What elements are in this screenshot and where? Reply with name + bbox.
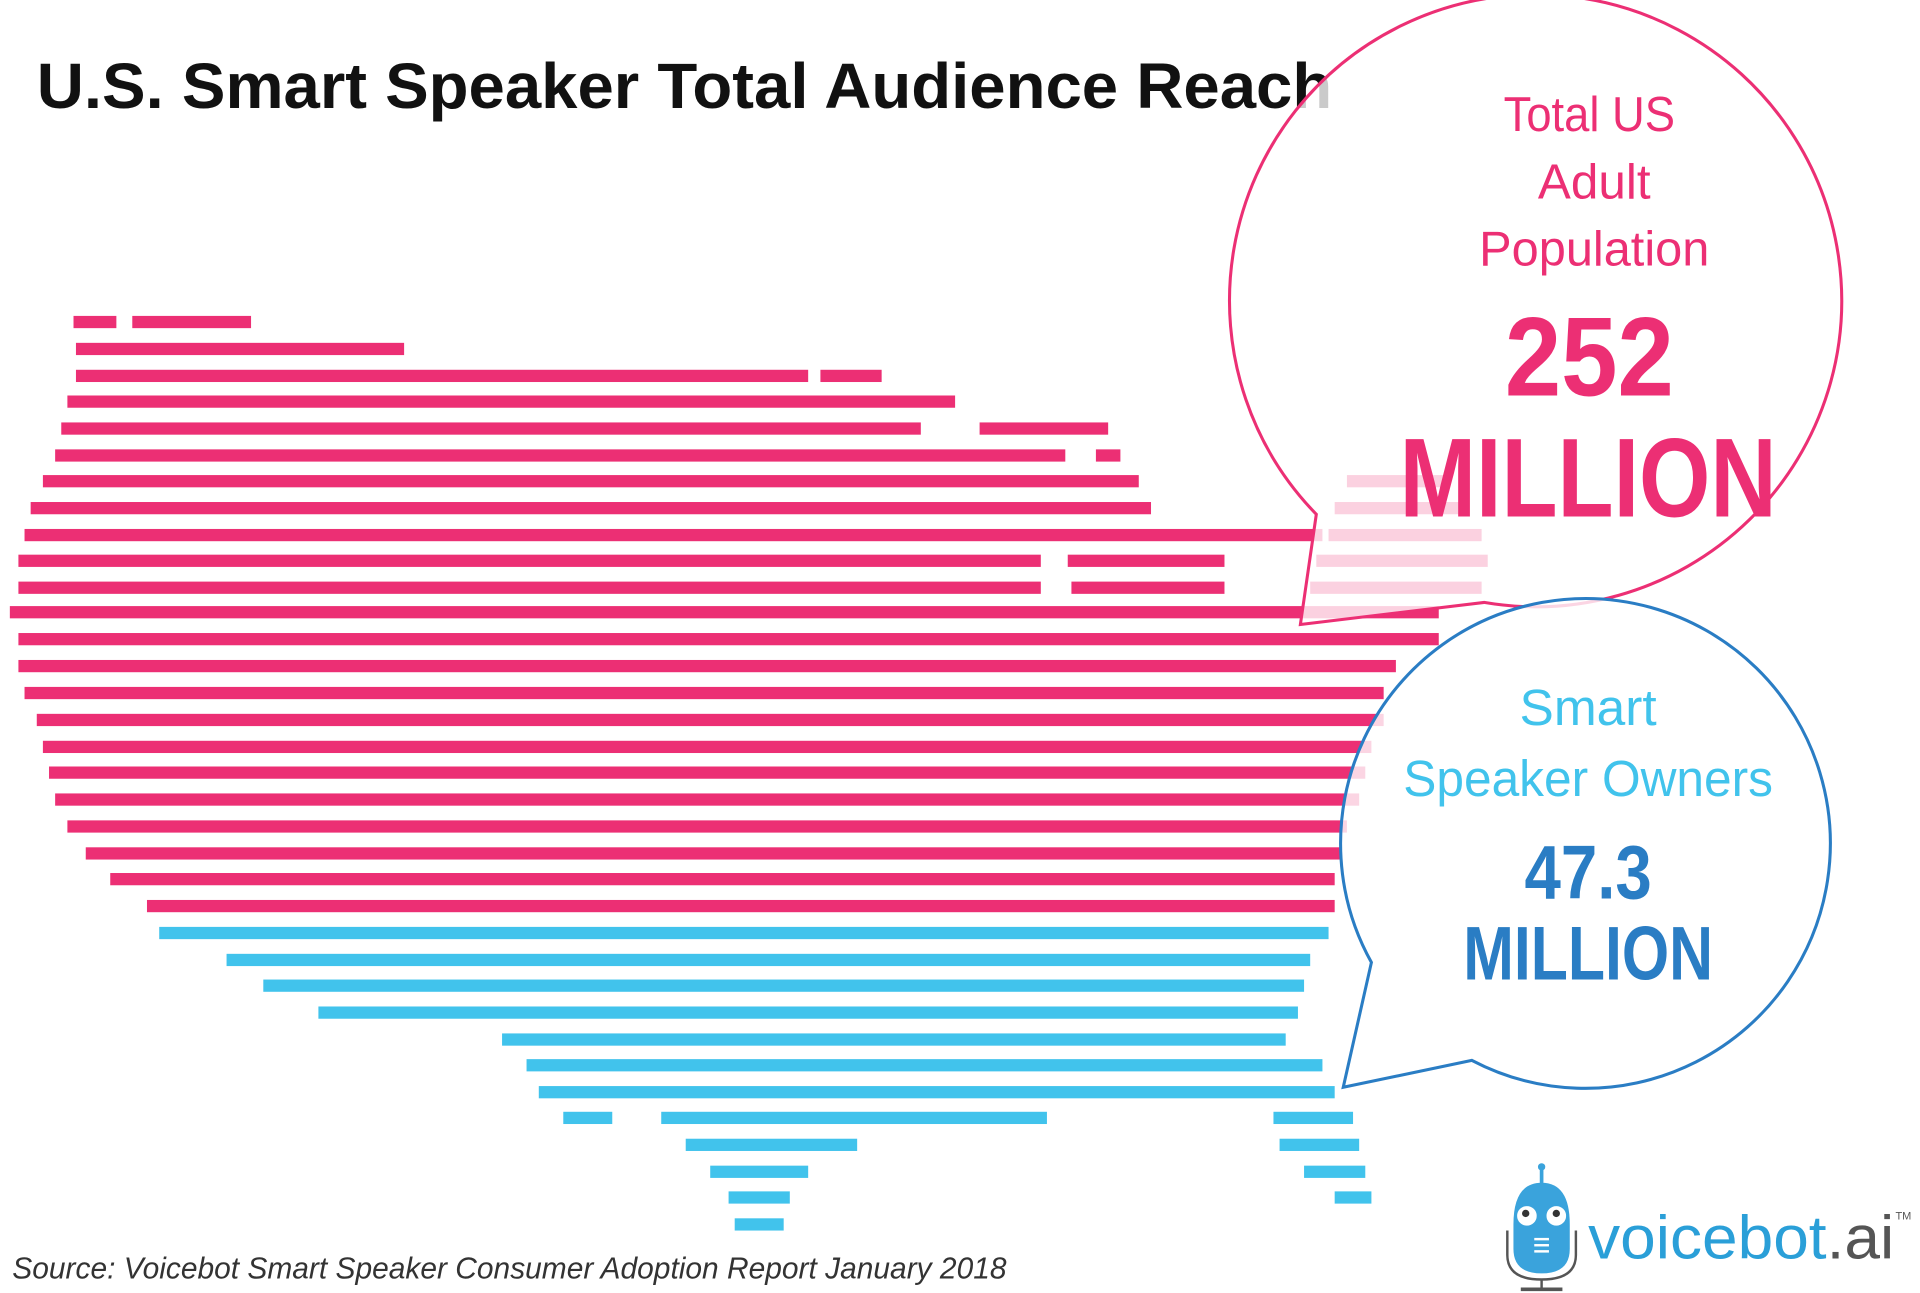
population-stripe: [1067, 554, 1225, 567]
population-label-line-1: Total US: [1504, 88, 1675, 142]
population-stripe: [979, 422, 1109, 435]
robot-microphone-icon: [1506, 1163, 1578, 1292]
logo-trademark: TM: [1895, 1211, 1911, 1223]
owners-unit: MILLION: [1463, 912, 1713, 997]
population-unit: MILLION: [1400, 415, 1777, 541]
owners-bubble: Smart Speaker Owners 47.3 MILLION: [1339, 597, 1832, 1090]
logo-suffix: .ai: [1827, 1204, 1895, 1272]
population-stripe: [73, 315, 117, 329]
owners-stripe: [226, 953, 1311, 967]
population-stripe: [42, 475, 1139, 488]
us-map-stripes: [9, 315, 1488, 1231]
population-stripe: [132, 315, 252, 329]
owners-stripe: [502, 1033, 1286, 1046]
owners-stripe: [563, 1111, 613, 1125]
population-stripe: [820, 369, 882, 383]
population-stripe: [9, 606, 1439, 619]
population-bubble: Total US Adult Population 252 MILLION: [1227, 0, 1844, 627]
owners-value: 47.3: [1524, 831, 1651, 916]
owners-label-line-1: Smart: [1520, 678, 1657, 736]
population-value: 252: [1505, 293, 1674, 419]
owners-stripe: [159, 926, 1329, 940]
owners-bubble-shape: [1339, 597, 1832, 1090]
owners-stripe: [318, 1006, 1298, 1019]
voicebot-logo: voicebot .ai TM: [1506, 1163, 1911, 1292]
population-label-line-2: Adult: [1538, 155, 1651, 209]
population-stripe: [75, 369, 809, 383]
population-stripe: [1071, 581, 1225, 594]
population-stripe: [18, 633, 1439, 646]
population-stripe: [85, 847, 1341, 860]
population-bubble-shape: [1227, 0, 1844, 627]
population-stripe: [55, 449, 1066, 462]
owners-stripe: [710, 1165, 809, 1178]
population-stripe: [24, 528, 1323, 542]
owners-stripe: [728, 1191, 790, 1204]
population-stripe: [67, 395, 956, 408]
owners-stripe: [1279, 1138, 1360, 1151]
owners-stripe: [661, 1111, 1047, 1125]
chart-title: U.S. Smart Speaker Total Audience Reach: [37, 51, 1332, 122]
population-stripe: [30, 502, 1152, 515]
logo-text: voicebot: [1588, 1204, 1826, 1272]
population-label-line-3: Population: [1479, 223, 1709, 277]
owners-stripe: [538, 1086, 1335, 1099]
population-stripe: [42, 740, 1372, 754]
population-stripe: [146, 899, 1335, 913]
owners-stripe: [263, 979, 1305, 992]
owners-label-line-2: Speaker Owners: [1403, 749, 1773, 807]
owners-stripe: [526, 1059, 1323, 1072]
population-stripe: [18, 659, 1396, 673]
owners-stripe: [1304, 1165, 1366, 1178]
owners-stripe: [734, 1218, 784, 1231]
population-stripe: [36, 713, 1384, 727]
population-stripe: [110, 873, 1335, 886]
population-stripe: [18, 554, 1041, 567]
owners-stripe: [685, 1138, 858, 1151]
population-stripe: [49, 766, 1366, 779]
population-stripe: [18, 581, 1041, 594]
population-stripe: [55, 793, 1360, 806]
population-stripe: [75, 342, 405, 356]
population-stripe: [1095, 449, 1121, 462]
source-note: Source: Voicebot Smart Speaker Consumer …: [12, 1251, 1006, 1285]
owners-stripe: [1334, 1191, 1372, 1204]
owners-stripe: [1273, 1111, 1354, 1125]
population-stripe: [24, 686, 1384, 700]
logo-wordmark: voicebot .ai: [1588, 1204, 1894, 1272]
population-stripe: [61, 422, 921, 435]
population-stripe: [67, 820, 1347, 833]
